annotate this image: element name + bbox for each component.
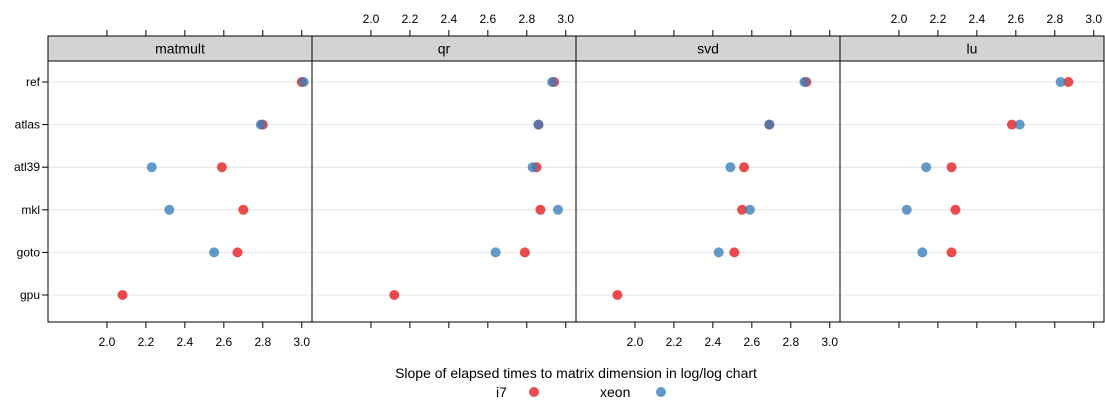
point-xeon-atl39: [921, 162, 932, 173]
x-tick-label: 2.6: [215, 335, 232, 349]
x-tick-label: 2.2: [402, 12, 419, 26]
category-label-mkl: mkl: [21, 203, 40, 217]
point-xeon-atl39: [527, 162, 538, 173]
point-xeon-mkl: [901, 204, 912, 215]
point-xeon-atlas: [764, 119, 775, 130]
point-i7-goto: [232, 247, 243, 258]
point-i7-goto: [729, 247, 740, 258]
point-i7-goto: [519, 247, 530, 258]
legend-label-xeon: xeon: [600, 384, 630, 400]
point-xeon-ref: [547, 77, 558, 87]
point-i7-mkl: [737, 204, 748, 215]
point-xeon-goto: [713, 247, 724, 258]
x-tick-label: 2.8: [518, 12, 535, 26]
strip-label: qr: [438, 41, 451, 57]
x-tick-label: 2.4: [441, 12, 458, 26]
point-i7-mkl: [535, 204, 546, 215]
point-i7-goto: [946, 247, 957, 258]
x-tick-label: 2.4: [969, 12, 986, 26]
point-xeon-goto: [917, 247, 928, 258]
panel-svd: svd: [575, 35, 841, 323]
point-xeon-ref: [799, 77, 810, 87]
x-tick-label: 2.4: [705, 335, 722, 349]
point-i7-atlas: [1006, 119, 1017, 130]
point-i7-gpu: [612, 290, 623, 300]
point-xeon-ref: [1055, 77, 1066, 87]
point-i7-mkl: [238, 204, 249, 215]
strip-label: svd: [697, 41, 719, 57]
point-xeon-mkl: [164, 204, 175, 215]
x-tick-label: 2.2: [930, 12, 947, 26]
point-xeon-mkl: [552, 204, 563, 215]
x-tick-label: 2.0: [363, 12, 380, 26]
strip-background: [839, 35, 1105, 62]
legend-marker-i7: [529, 387, 539, 397]
point-xeon-atl39: [146, 162, 157, 173]
category-label-goto: goto: [17, 245, 41, 259]
legend-marker-xeon: [656, 387, 666, 397]
x-tick-label: 2.0: [627, 335, 644, 349]
x-tick-label: 2.8: [782, 335, 799, 349]
x-tick-label: 2.6: [1007, 12, 1024, 26]
x-tick-label: 2.4: [177, 335, 194, 349]
point-i7-atl39: [946, 162, 957, 173]
x-tick-label: 2.8: [1046, 12, 1063, 26]
point-xeon-ref: [298, 77, 309, 87]
panel-border: [47, 60, 313, 323]
point-i7-atl39: [216, 162, 227, 173]
panel-lu: lu: [839, 35, 1105, 323]
panel-border: [575, 60, 841, 323]
panel-matmult: matmult: [47, 35, 313, 323]
legend: i7 xeon: [496, 384, 666, 400]
category-label-atl39: atl39: [14, 160, 40, 174]
x-tick-label: 3.0: [1085, 12, 1102, 26]
axis-layer: 2.0 2.2 2.4 2.6 2.8 3.0 2.0 2.2 2.4 2.6 2.8 3.0 2.0 2…: [99, 12, 1103, 349]
point-i7-ref: [1063, 77, 1074, 87]
panel-border: [311, 60, 577, 323]
panels-layer: matmult qr svd lu: [47, 35, 1105, 323]
point-xeon-goto: [209, 247, 220, 258]
strip-background: [311, 35, 577, 62]
point-xeon-mkl: [744, 204, 755, 215]
x-tick-label: 2.0: [99, 335, 116, 349]
point-i7-gpu: [117, 290, 128, 300]
x-tick-label: 3.0: [821, 335, 838, 349]
point-i7-gpu: [389, 290, 400, 300]
x-tick-label: 3.0: [557, 12, 574, 26]
strip-label: matmult: [155, 41, 205, 57]
x-tick-label: 2.8: [254, 335, 271, 349]
x-tick-label: 2.0: [891, 12, 908, 26]
point-xeon-atl39: [725, 162, 736, 173]
category-labels: ref atlas atl39 mkl goto gpu: [14, 75, 48, 302]
strip-label: lu: [967, 41, 978, 57]
legend-label-i7: i7: [496, 384, 507, 400]
point-xeon-atlas: [1014, 119, 1025, 130]
point-xeon-goto: [490, 247, 501, 258]
point-xeon-atlas: [255, 119, 266, 130]
x-tick-label: 2.2: [666, 335, 683, 349]
point-i7-mkl: [950, 204, 961, 215]
category-label-ref: ref: [26, 75, 41, 89]
panel-border: [839, 60, 1105, 323]
point-i7-atl39: [739, 162, 750, 173]
x-tick-label: 2.2: [138, 335, 155, 349]
point-xeon-atlas: [533, 119, 544, 130]
x-tick-label: 3.0: [293, 335, 310, 349]
x-axis-label: Slope of elapsed times to matrix dimensi…: [395, 365, 757, 381]
panel-qr: qr: [311, 35, 577, 323]
category-label-atlas: atlas: [15, 118, 40, 132]
x-tick-label: 2.6: [743, 335, 760, 349]
x-tick-label: 2.6: [479, 12, 496, 26]
strip-background: [47, 35, 313, 62]
category-label-gpu: gpu: [20, 288, 40, 302]
